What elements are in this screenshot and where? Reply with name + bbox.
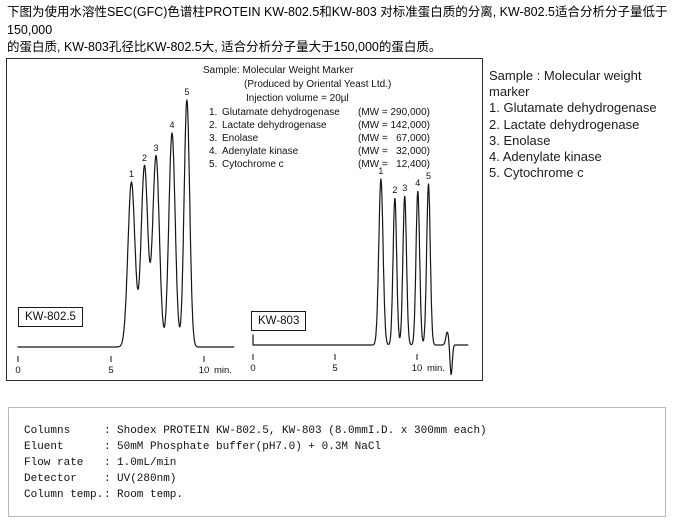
mw-value: 12,400 — [396, 159, 427, 170]
mw-open: (MW = — [358, 120, 388, 131]
marker-name: Glutamate dehydrogenase — [222, 107, 340, 118]
condition-separator: : — [104, 473, 111, 485]
condition-separator: : — [104, 425, 111, 437]
peak-label: 3 — [402, 183, 407, 193]
peak-label: 5 — [426, 171, 431, 181]
axis-tick-label: 0 — [15, 365, 20, 376]
condition-separator: : — [104, 441, 111, 453]
marker-mw: (MW = 67,000) — [358, 132, 430, 145]
marker-name: Cytochrome c — [222, 159, 284, 170]
mw-open: (MW = — [358, 159, 388, 170]
marker-mw: (MW = 32,000) — [358, 145, 430, 158]
side-panel-item: 3. Enolase — [489, 132, 551, 148]
marker-number: 2. — [209, 120, 218, 131]
mw-value: 32,000 — [396, 146, 427, 157]
peak-label: 4 — [415, 178, 420, 188]
axis-tick-label: 10 — [199, 365, 210, 376]
marker-mw: (MW = 290,000) — [358, 106, 430, 119]
mw-close: ) — [426, 159, 430, 170]
trace-kw-803 — [252, 178, 469, 376]
marker-list: 1. Glutamate dehydrogenase (MW = 290,000)… — [196, 106, 430, 171]
peak-label: 4 — [169, 120, 174, 130]
condition-row: Columns : Shodex PROTEIN KW-802.5, KW-80… — [24, 423, 665, 439]
mw-open: (MW = — [358, 146, 388, 157]
marker-list-item: 2. Lactate dehydrogenase (MW = 142,000) — [196, 119, 430, 132]
marker-name: Enolase — [222, 133, 259, 144]
marker-list-item: 1. Glutamate dehydrogenase (MW = 290,000) — [196, 106, 430, 119]
condition-label: Flow rate — [24, 457, 84, 469]
axis-tick-label: 5 — [108, 365, 113, 376]
peak-label: 2 — [142, 153, 147, 163]
peak-label: 1 — [378, 166, 383, 176]
side-panel-item: 2. Lactate dehydrogenase — [489, 116, 640, 132]
mw-close: ) — [426, 107, 430, 118]
condition-label: Detector — [24, 473, 77, 485]
axis-tick-label: 5 — [332, 363, 337, 374]
intro-paragraph: 下图为使用水溶性SEC(GFC)色谱柱PROTEIN KW-802.5和KW-8… — [7, 4, 679, 57]
legend-injection-line: Injection volume = 20µl — [246, 93, 349, 104]
mw-close: ) — [426, 146, 430, 157]
condition-row: Column temp. : Room temp. — [24, 487, 665, 503]
marker-number: 4. — [209, 146, 218, 157]
axis-tick-label: 10 — [412, 363, 423, 374]
mw-value: 67,000 — [396, 133, 427, 144]
condition-label: Columns — [24, 425, 71, 437]
trace-kw-802-5 — [17, 99, 235, 348]
side-panel-item: 5. Cytochrome c — [489, 165, 584, 181]
axis-tick-label: 0 — [250, 363, 255, 374]
condition-separator: : — [104, 457, 111, 469]
marker-list-item: 3. Enolase (MW = 67,000) — [196, 132, 430, 145]
marker-list-item: 5. Cytochrome c (MW = 12,400) — [196, 158, 430, 171]
condition-label: Column temp. — [24, 489, 104, 501]
side-panel-item: 1. Glutamate dehydrogenase — [489, 100, 657, 116]
peak-label: 1 — [129, 169, 134, 179]
mw-open: (MW = — [358, 133, 388, 144]
mw-value: 290,000 — [390, 107, 427, 118]
peak-label: 5 — [184, 87, 189, 97]
peak-label: 2 — [392, 185, 397, 195]
mw-close: ) — [426, 120, 430, 131]
mw-value: 142,000 — [390, 120, 427, 131]
condition-value: UV(280nm) — [117, 473, 177, 485]
legend-produced-line: (Produced by Oriental Yeast Ltd.) — [244, 79, 392, 90]
conditions-table: Columns : Shodex PROTEIN KW-802.5, KW-80… — [8, 407, 666, 517]
mw-close: ) — [426, 133, 430, 144]
side-panel-item: 4. Adenylate kinase — [489, 149, 602, 165]
side-panel: Sample : Molecular weight marker 1. Glut… — [489, 68, 671, 181]
condition-row: Detector : UV(280nm) — [24, 471, 665, 487]
column-label-kw-802-5: KW-802.5 — [18, 307, 83, 327]
marker-number: 1. — [209, 107, 218, 118]
axis-unit-label: min. — [427, 363, 445, 374]
intro-line-2: 的蛋白质, KW-803孔径比KW-802.5大, 适合分析分子量大于150,0… — [7, 40, 442, 54]
condition-row: Eluent : 50mM Phosphate buffer(pH7.0) + … — [24, 439, 665, 455]
condition-value: Room temp. — [117, 489, 184, 501]
condition-separator: : — [104, 489, 111, 501]
marker-name: Lactate dehydrogenase — [222, 120, 327, 131]
marker-number: 5. — [209, 159, 218, 170]
column-label-kw-803: KW-803 — [251, 311, 307, 331]
mw-open: (MW = — [358, 107, 388, 118]
figure-legend: Sample: Molecular Weight Marker (Produce… — [196, 64, 430, 171]
peak-label: 3 — [153, 143, 158, 153]
marker-mw: (MW = 12,400) — [358, 158, 430, 171]
marker-mw: (MW = 142,000) — [358, 119, 430, 132]
side-panel-list: 1. Glutamate dehydrogenase 2. Lactate deh… — [489, 100, 671, 181]
marker-name: Adenylate kinase — [222, 146, 299, 157]
marker-number: 3. — [209, 133, 218, 144]
condition-value: 50mM Phosphate buffer(pH7.0) + 0.3M NaCl — [117, 441, 382, 453]
condition-value: Shodex PROTEIN KW-802.5, KW-803 (8.0mmI.… — [117, 425, 487, 437]
side-panel-sample-label: Sample : Molecular weight marker — [489, 68, 642, 100]
condition-label: Eluent — [24, 441, 64, 453]
intro-line-1: 下图为使用水溶性SEC(GFC)色谱柱PROTEIN KW-802.5和KW-8… — [7, 5, 668, 37]
marker-list-item: 4. Adenylate kinase (MW = 32,000) — [196, 145, 430, 158]
chromatogram-figure: 0 5 10 min. 1 2 3 4 5 0 5 10 min. 1 2 3 4 5 Sample: Molec… — [6, 58, 483, 381]
axis-unit-label: min. — [214, 365, 232, 376]
condition-row: Flow rate : 1.0mL/min — [24, 455, 665, 471]
condition-value: 1.0mL/min — [117, 457, 177, 469]
legend-sample-line: Sample: Molecular Weight Marker — [203, 65, 354, 76]
